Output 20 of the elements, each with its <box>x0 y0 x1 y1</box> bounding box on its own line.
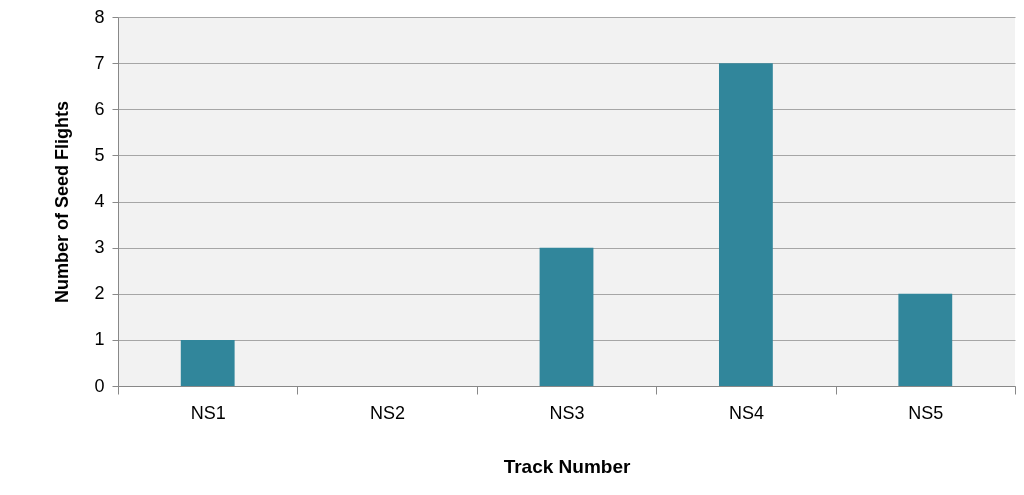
y-tick-label: 3 <box>94 237 105 258</box>
bar <box>898 293 953 386</box>
bar <box>539 247 594 386</box>
y-tick-label: 0 <box>94 375 105 396</box>
y-tick-label: 1 <box>94 329 105 350</box>
x-axis-title: Track Number <box>503 455 631 477</box>
x-tick-label: NS3 <box>549 402 585 423</box>
bar <box>718 63 773 386</box>
x-tick-label: NS5 <box>908 402 944 423</box>
y-tick-label: 4 <box>94 191 105 211</box>
y-tick-label: 6 <box>94 98 105 119</box>
x-tick-label: NS4 <box>728 402 764 423</box>
x-tick-label: NS2 <box>370 402 406 423</box>
y-tick-label: 8 <box>94 6 105 27</box>
y-tick-label: 7 <box>94 52 105 73</box>
x-tick-label: NS1 <box>190 402 226 423</box>
y-axis-title: Number of Seed Flights <box>52 100 73 304</box>
y-tick-label: 5 <box>94 144 105 165</box>
y-tick-label: 2 <box>94 283 105 304</box>
bar <box>180 339 235 386</box>
